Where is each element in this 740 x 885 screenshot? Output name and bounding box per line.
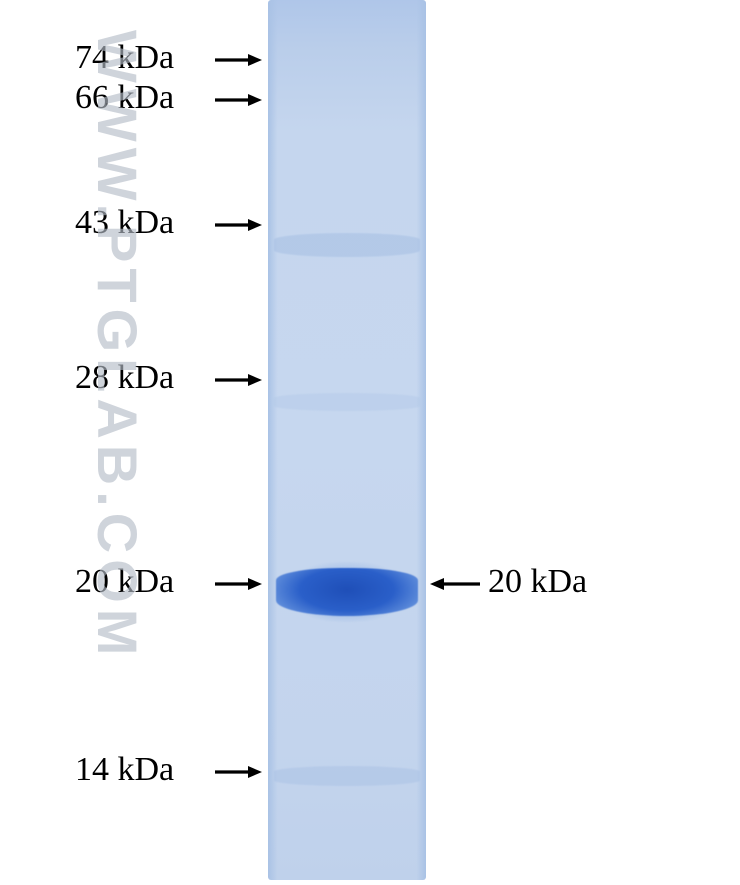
ladder-arrow [199, 50, 278, 70]
ladder-label: 74 kDa [75, 39, 174, 77]
ladder-arrow [199, 370, 278, 390]
gel-figure: 74 kDa66 kDa 43 kDa 28 kDa 20 kDa 14 kDa 20 k… [0, 0, 740, 885]
gel-lane [268, 0, 426, 880]
ladder-label: 28 kDa [75, 359, 174, 397]
main-band [276, 568, 418, 616]
ladder-arrow [199, 90, 278, 110]
ladder-arrow [199, 574, 278, 594]
ladder-arrow [199, 762, 278, 782]
faint-band [274, 766, 420, 786]
ladder-label: 20 kDa [75, 563, 174, 601]
ladder-arrow [199, 215, 278, 235]
ladder-label: 43 kDa [75, 204, 174, 242]
ladder-label: 14 kDa [75, 751, 174, 789]
faint-band [274, 393, 420, 411]
faint-band [274, 233, 420, 257]
band-arrow [414, 574, 496, 594]
band-label: 20 kDa [488, 563, 587, 601]
ladder-label: 66 kDa [75, 79, 174, 117]
